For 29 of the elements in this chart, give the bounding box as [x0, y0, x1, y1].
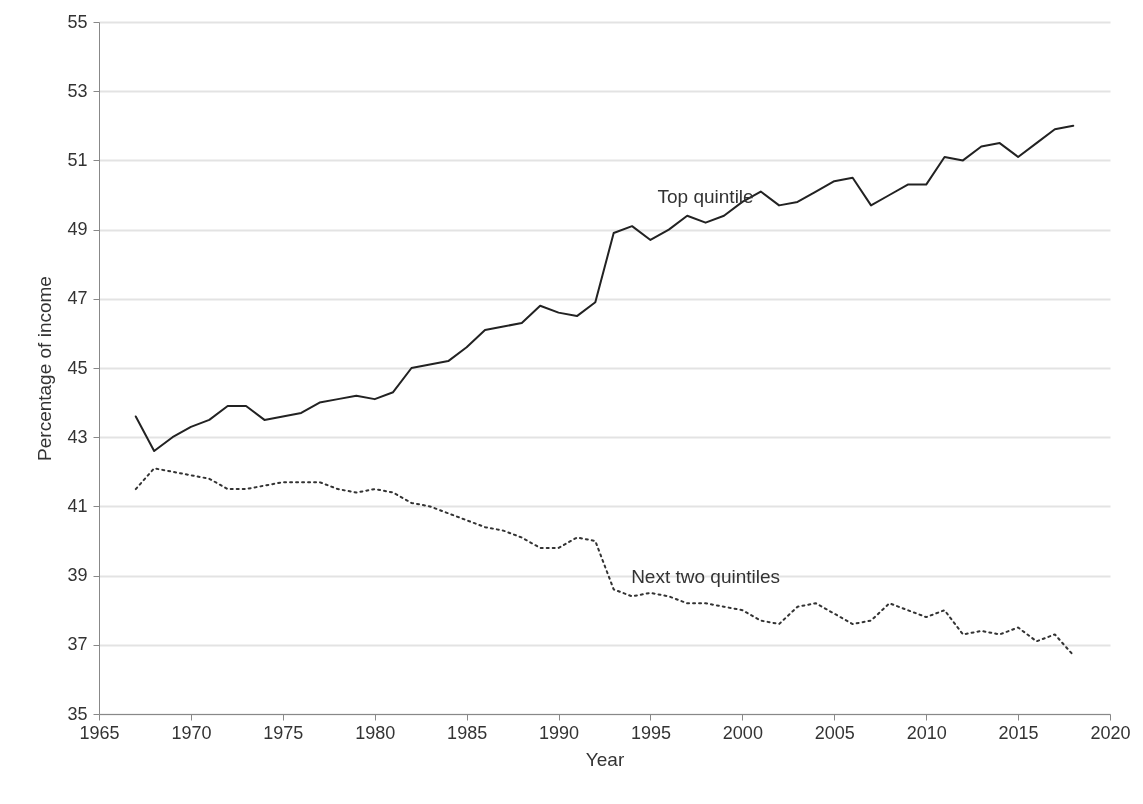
x-tick-label: 2005: [814, 722, 855, 743]
x-tick-label: 1995: [630, 722, 671, 743]
x-tick-label: 1965: [79, 722, 120, 743]
line-series: [134, 467, 1075, 657]
y-tick-label: 47: [67, 288, 88, 309]
x-tick-label: 2000: [722, 722, 763, 743]
x-tick-label: 2015: [998, 722, 1039, 743]
y-axis-title: Percentage of income: [34, 276, 56, 461]
y-tick-label: 39: [67, 565, 88, 586]
x-axis-title: Year: [585, 748, 625, 770]
series-label: Top quintile: [657, 185, 754, 207]
x-tick-label: 1980: [355, 722, 396, 743]
y-tick-label: 43: [67, 426, 88, 447]
y-tick-label: 51: [67, 149, 88, 170]
y-tick-label: 49: [67, 219, 88, 240]
y-tick-label: 55: [67, 11, 88, 32]
y-tick-label: 37: [67, 634, 88, 655]
x-tick-label: 1985: [447, 722, 488, 743]
x-tick-label: 2010: [906, 722, 947, 743]
y-tick-label: 35: [67, 703, 88, 724]
x-tick-label: 2020: [1090, 722, 1131, 743]
x-tick-label: 1990: [539, 722, 580, 743]
line-series: [134, 124, 1075, 453]
x-tick-label: 1975: [263, 722, 304, 743]
x-tick-label: 1970: [171, 722, 212, 743]
y-tick-label: 41: [67, 495, 88, 516]
y-tick-label: 45: [67, 357, 88, 378]
y-tick-label: 53: [67, 80, 88, 101]
series-label: Next two quintiles: [631, 566, 781, 588]
